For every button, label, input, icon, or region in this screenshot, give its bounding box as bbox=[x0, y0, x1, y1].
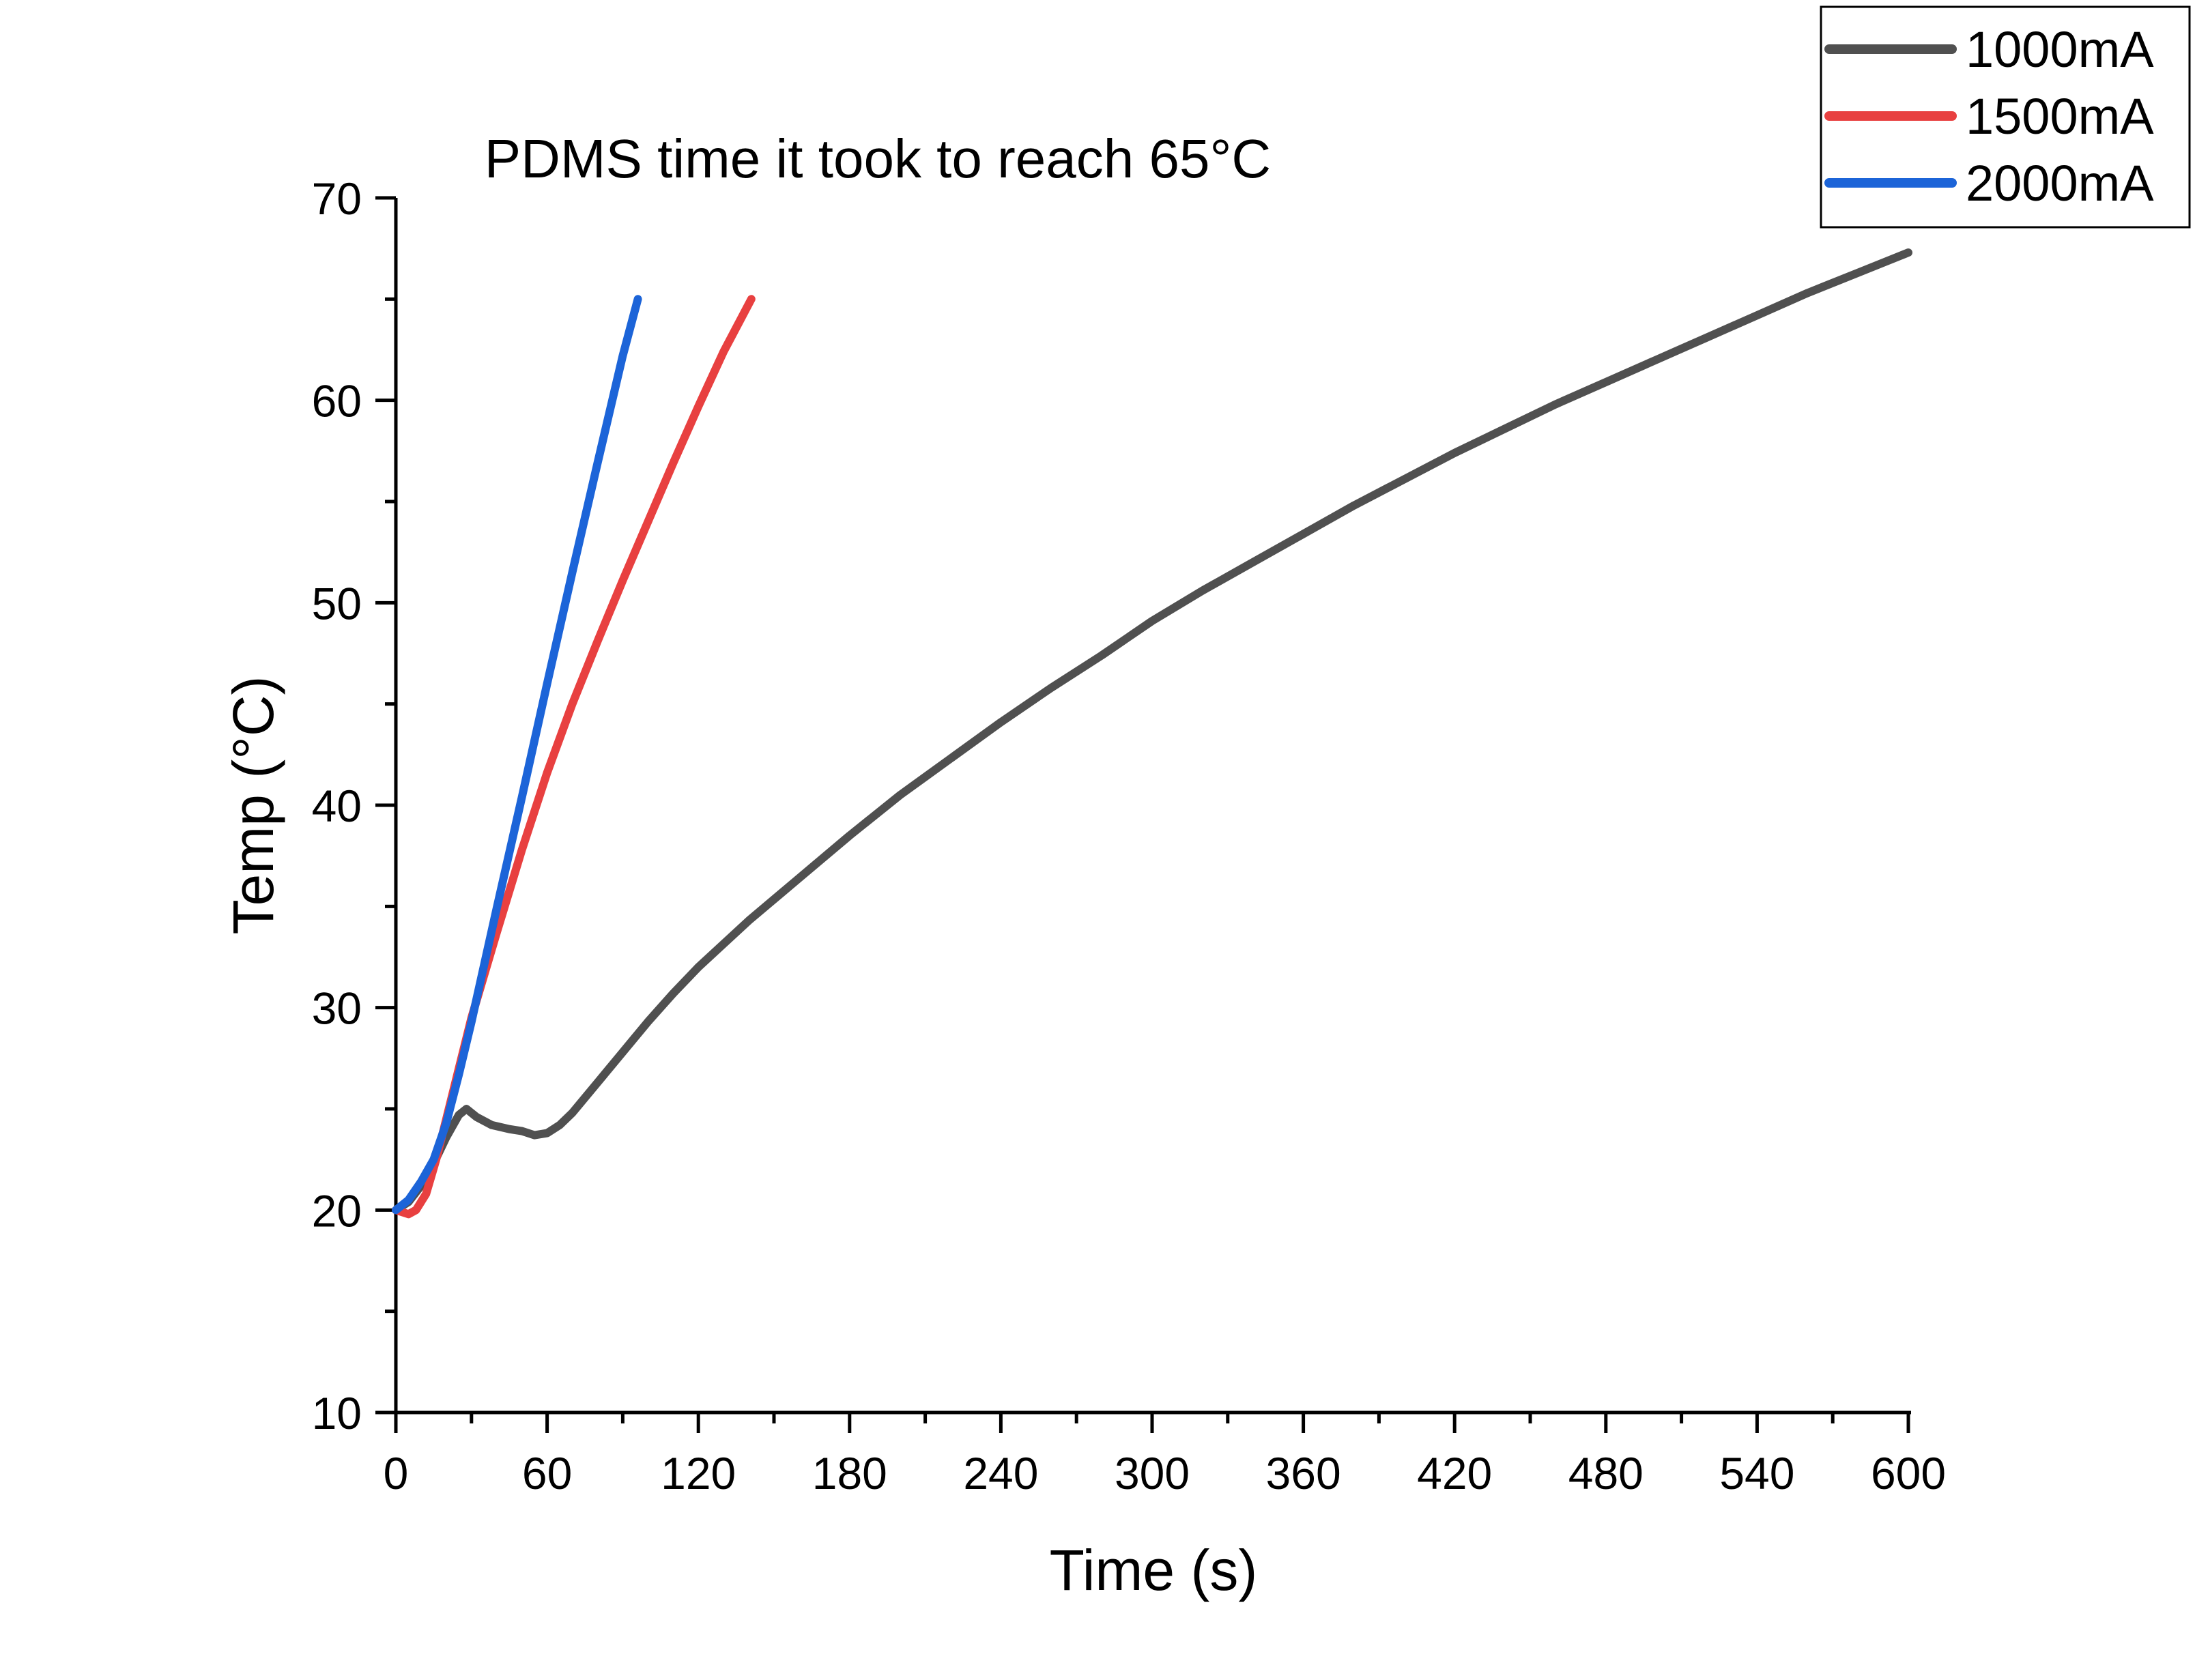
plot-area: 10 20 30 40 50 60 70 0 60 120 180 240 300 360 420 480 5… bbox=[312, 173, 1946, 1498]
x-tick-label: 0 bbox=[384, 1448, 409, 1498]
y-tick-label: 40 bbox=[312, 781, 362, 831]
y-ticks: 10 20 30 40 50 60 70 bbox=[312, 173, 396, 1438]
chart-title: PDMS time it took to reach 65°C bbox=[485, 128, 1271, 189]
legend: 1000mA 1500mA 2000mA bbox=[1820, 5, 2191, 229]
legend-label: 1000mA bbox=[1966, 21, 2154, 78]
y-tick-label: 60 bbox=[312, 376, 362, 426]
y-tick-label: 10 bbox=[312, 1388, 362, 1438]
x-tick-label: 420 bbox=[1417, 1448, 1492, 1498]
x-tick-label: 480 bbox=[1568, 1448, 1644, 1498]
x-tick-label: 300 bbox=[1115, 1448, 1190, 1498]
legend-label: 2000mA bbox=[1966, 155, 2154, 212]
y-tick-label: 50 bbox=[312, 578, 362, 628]
x-axis-label: Time (s) bbox=[1050, 1538, 1258, 1602]
x-ticks: 0 60 120 180 240 300 360 420 480 540 600 bbox=[384, 1413, 1946, 1498]
x-tick-label: 360 bbox=[1266, 1448, 1341, 1498]
series-line-1000mA bbox=[392, 248, 1912, 1215]
x-tick-label: 540 bbox=[1719, 1448, 1794, 1498]
series-line-1500mA bbox=[392, 295, 756, 1219]
y-tick-label: 20 bbox=[312, 1185, 362, 1236]
x-tick-label: 600 bbox=[1871, 1448, 1946, 1498]
y-axis-label: Temp (°C) bbox=[221, 676, 285, 935]
legend-label: 1500mA bbox=[1966, 88, 2154, 145]
x-tick-label: 120 bbox=[661, 1448, 736, 1498]
y-tick-label: 70 bbox=[312, 173, 362, 224]
x-tick-label: 180 bbox=[812, 1448, 887, 1498]
series-group bbox=[392, 248, 1912, 1219]
series-line-2000mA bbox=[392, 295, 642, 1215]
legend-items: 1000mA 1500mA 2000mA bbox=[1824, 21, 2154, 212]
y-tick-label: 30 bbox=[312, 983, 362, 1034]
x-tick-label: 60 bbox=[522, 1448, 572, 1498]
x-tick-label: 240 bbox=[963, 1448, 1038, 1498]
